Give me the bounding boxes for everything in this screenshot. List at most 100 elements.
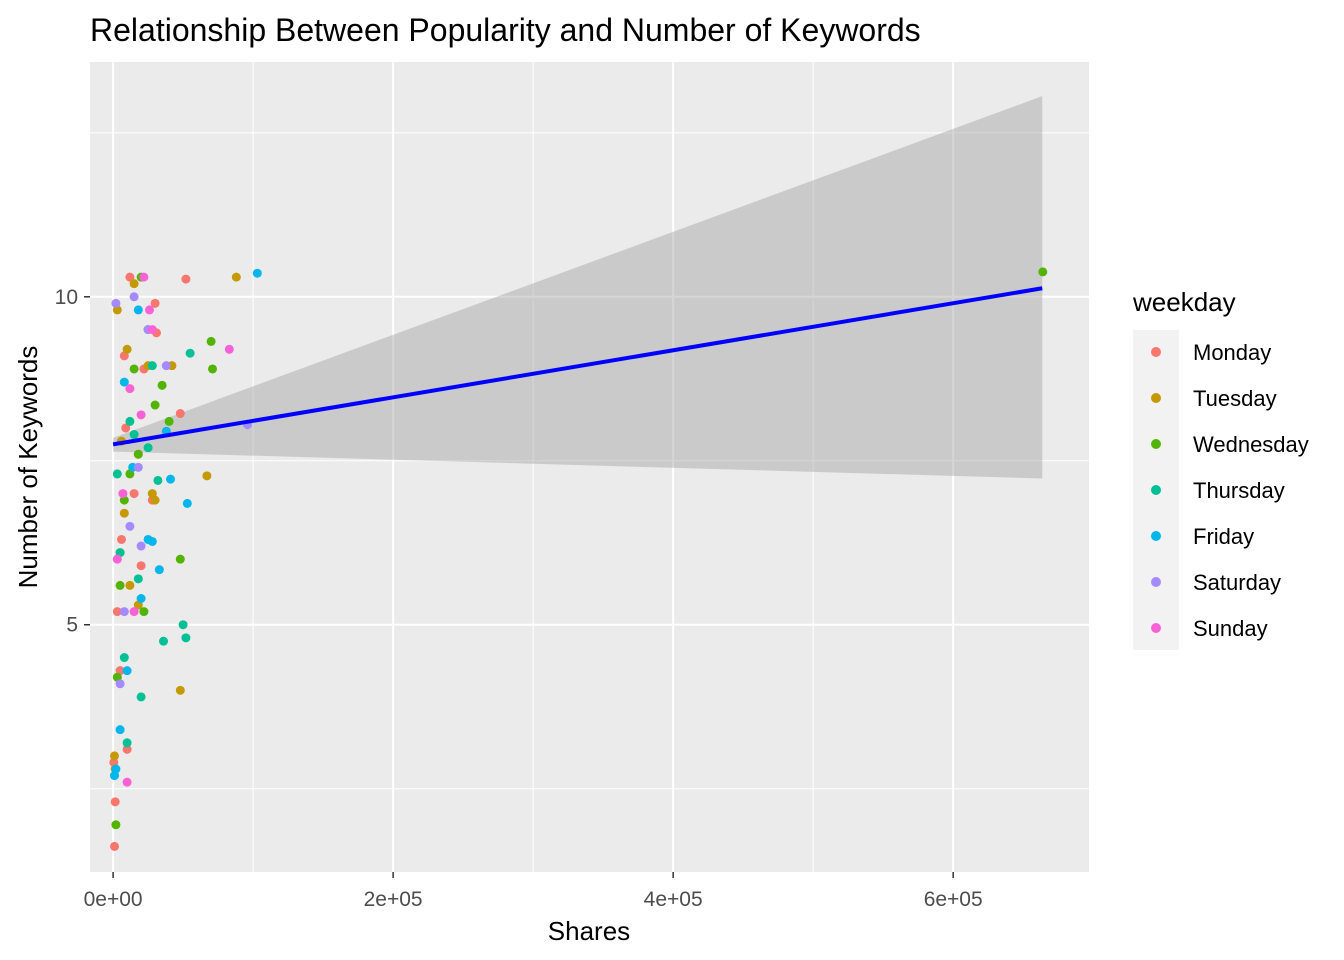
data-point-wednesday (133, 449, 143, 459)
confidence-band (113, 96, 1043, 479)
data-point-monday (175, 409, 185, 419)
data-point-friday (133, 305, 143, 315)
legend-label-saturday: Saturday (1193, 570, 1281, 595)
x-tick-label: 0e+00 (84, 888, 143, 911)
trend-line-layer (112, 286, 1043, 447)
data-point-friday (166, 474, 176, 484)
legend-label-tuesday: Tuesday (1193, 386, 1277, 411)
data-point-saturday (133, 462, 143, 472)
data-point-tuesday (231, 272, 241, 282)
data-point-wednesday (206, 336, 216, 346)
data-point-wednesday (111, 820, 121, 830)
confidence-band-layer (113, 96, 1043, 479)
data-point-saturday (161, 361, 171, 371)
legend-key-sunday (1151, 623, 1161, 633)
x-tick-label: 6e+05 (924, 888, 983, 911)
data-point-sunday (136, 410, 146, 420)
data-point-friday (115, 725, 125, 735)
data-point-wednesday (208, 364, 218, 374)
grid-lines (90, 62, 1089, 872)
data-point-thursday (136, 692, 146, 702)
data-point-sunday (129, 607, 139, 617)
data-point-thursday (153, 475, 163, 485)
data-point-friday (252, 268, 262, 278)
data-point-wednesday (164, 416, 174, 426)
data-point-thursday (181, 633, 191, 643)
legend-key-friday (1151, 531, 1161, 541)
data-point-thursday (185, 348, 195, 358)
y-tick-label: 10 (55, 286, 78, 309)
legend-key-wednesday (1151, 439, 1161, 449)
y-tick-label: 5 (66, 614, 78, 637)
data-point-saturday (125, 521, 135, 531)
data-point-thursday (178, 620, 188, 630)
data-point-wednesday (115, 580, 125, 590)
data-point-wednesday (150, 400, 160, 410)
data-point-thursday (112, 469, 122, 479)
data-point-saturday (129, 292, 139, 302)
data-point-saturday (111, 298, 121, 308)
data-point-thursday (125, 416, 135, 426)
data-point-friday (119, 377, 129, 387)
data-point-monday (110, 797, 120, 807)
data-point-monday (112, 607, 122, 617)
data-point-thursday (133, 574, 143, 584)
y-axis-title: Number of Keywords (13, 346, 43, 589)
data-point-friday (182, 498, 192, 508)
x-axis-title: Shares (548, 916, 630, 946)
data-point-tuesday (175, 685, 185, 695)
legend-label-thursday: Thursday (1193, 478, 1285, 503)
legend-title: weekday (1132, 287, 1236, 317)
legend-label-monday: Monday (1193, 340, 1271, 365)
data-point-monday (136, 561, 146, 571)
x-tick-label: 2e+05 (364, 888, 423, 911)
legend-key-saturday (1151, 577, 1161, 587)
data-point-tuesday (125, 580, 135, 590)
data-point-sunday (224, 344, 234, 354)
chart-title: Relationship Between Popularity and Numb… (90, 12, 921, 48)
data-point-thursday (119, 653, 129, 663)
data-point-tuesday (150, 495, 160, 505)
data-point-saturday (115, 679, 125, 689)
legend: weekday Monday Tuesday Wednesday Thursday Fr… (1132, 287, 1309, 650)
plot-panel (90, 62, 1089, 872)
data-point-monday (129, 489, 139, 499)
data-point-sunday (125, 384, 135, 394)
data-point-wednesday (157, 380, 167, 390)
legend-key-thursday (1151, 485, 1161, 495)
data-point-wednesday (175, 554, 185, 564)
data-point-wednesday (139, 607, 149, 617)
data-point-thursday (147, 361, 157, 371)
data-point-saturday (136, 541, 146, 551)
data-point-monday (121, 423, 131, 433)
data-point-tuesday (110, 751, 120, 761)
legend-key-monday (1151, 347, 1161, 357)
data-point-tuesday (202, 471, 212, 481)
data-point-monday (150, 298, 160, 308)
data-point-wednesday (129, 364, 139, 374)
legend-key-tuesday (1151, 393, 1161, 403)
data-point-friday (136, 594, 146, 604)
data-point-monday (125, 272, 135, 282)
data-point-tuesday (119, 508, 129, 518)
x-tick-label: 4e+05 (644, 888, 703, 911)
data-point-monday (117, 534, 127, 544)
trend-line (112, 286, 1043, 447)
legend-label-wednesday: Wednesday (1193, 432, 1309, 457)
data-point-monday (110, 841, 120, 851)
data-point-thursday (159, 636, 169, 646)
data-point-monday (122, 744, 132, 754)
legend-label-friday: Friday (1193, 524, 1254, 549)
data-point-sunday (139, 272, 149, 282)
axis-ticks: 0e+00 2e+05 4e+05 6e+05 5 10 (55, 286, 983, 911)
data-point-thursday (122, 738, 132, 748)
data-point-tuesday (122, 344, 132, 354)
data-point-saturday (119, 607, 129, 617)
data-point-wednesday (1038, 267, 1048, 277)
data-point-sunday (118, 489, 128, 499)
data-point-friday (154, 565, 164, 575)
data-point-friday (122, 666, 132, 676)
data-point-sunday (122, 777, 132, 787)
data-point-thursday (129, 430, 139, 440)
